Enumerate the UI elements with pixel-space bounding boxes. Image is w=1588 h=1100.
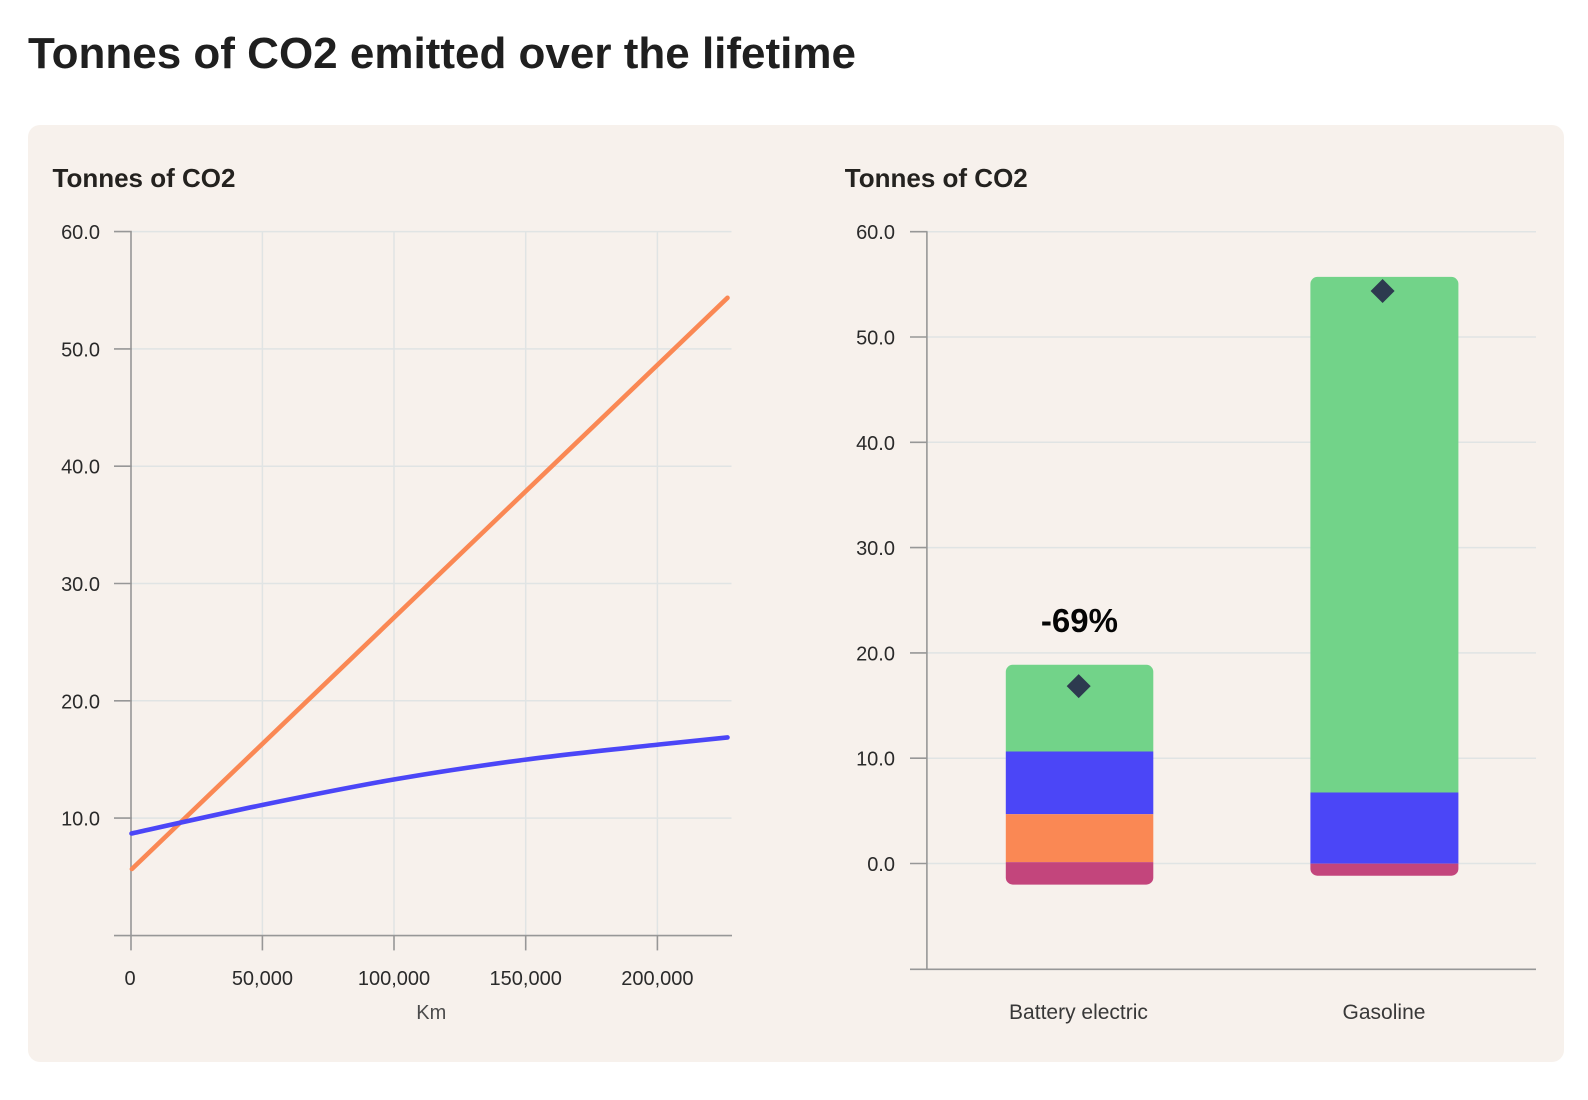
svg-text:20.0: 20.0 xyxy=(856,643,895,665)
svg-text:10.0: 10.0 xyxy=(856,749,895,771)
svg-text:Tonnes of CO2: Tonnes of CO2 xyxy=(845,163,1028,193)
svg-text:30.0: 30.0 xyxy=(61,574,100,596)
svg-text:60.0: 60.0 xyxy=(61,222,100,244)
svg-text:Gasoline: Gasoline xyxy=(1343,1001,1426,1024)
svg-text:50.0: 50.0 xyxy=(856,328,895,350)
svg-text:150,000: 150,000 xyxy=(490,968,562,990)
svg-text:200,000: 200,000 xyxy=(621,968,693,990)
svg-text:0.0: 0.0 xyxy=(867,854,895,876)
svg-text:50,000: 50,000 xyxy=(232,968,293,990)
svg-text:40.0: 40.0 xyxy=(856,433,895,455)
svg-text:Km: Km xyxy=(416,1002,446,1024)
svg-text:40.0: 40.0 xyxy=(61,457,100,479)
svg-text:Tonnes of CO2 emitted over the: Tonnes of CO2 emitted over the lifetime xyxy=(28,29,856,78)
svg-text:0: 0 xyxy=(124,968,135,990)
svg-text:Battery electric: Battery electric xyxy=(1009,1001,1148,1024)
svg-text:10.0: 10.0 xyxy=(61,809,100,831)
svg-text:30.0: 30.0 xyxy=(856,538,895,560)
svg-text:-69%: -69% xyxy=(1041,602,1118,639)
svg-text:20.0: 20.0 xyxy=(61,691,100,713)
svg-text:60.0: 60.0 xyxy=(856,222,895,244)
svg-text:100,000: 100,000 xyxy=(358,968,430,990)
svg-text:50.0: 50.0 xyxy=(61,339,100,361)
svg-text:Tonnes of CO2: Tonnes of CO2 xyxy=(53,163,236,193)
